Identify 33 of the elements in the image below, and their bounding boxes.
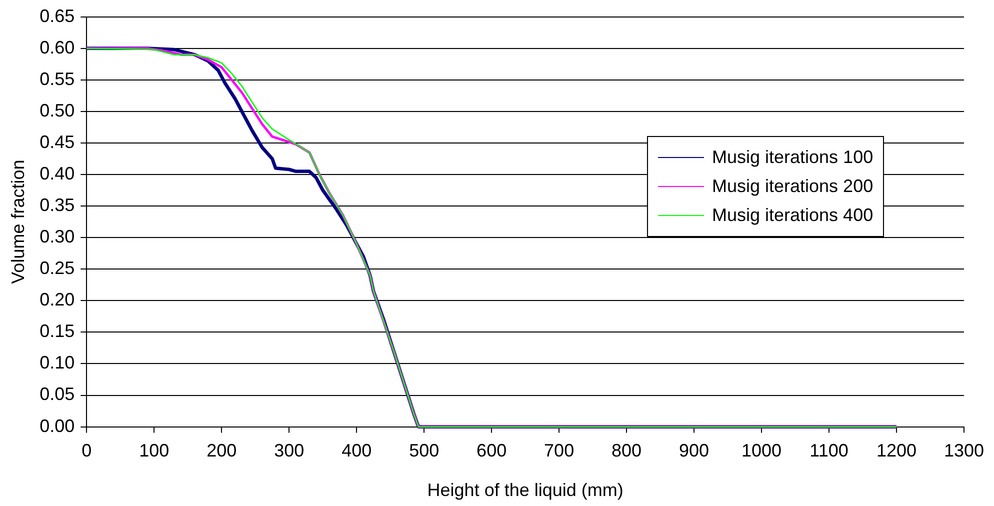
y-axis-title: Volume fraction — [8, 160, 28, 284]
legend-label: Musig iterations 200 — [712, 176, 874, 197]
x-tick-label: 600 — [476, 440, 507, 461]
y-tick-label: 0.30 — [40, 226, 75, 247]
y-tick-label: 0.20 — [40, 290, 75, 310]
legend-label: Musig iterations 100 — [712, 146, 874, 168]
y-tick-label: 0.15 — [40, 321, 75, 342]
y-tick-label: 0.50 — [40, 100, 75, 120]
x-tick-label: 800 — [612, 440, 642, 461]
x-tick-label: 1200 — [876, 440, 917, 461]
y-tick-label: 0.05 — [40, 384, 75, 404]
y-tick-label: 0.55 — [40, 68, 75, 89]
y-tick-label: 0.25 — [40, 258, 75, 278]
y-tick-label: 0.60 — [40, 37, 75, 58]
x-tick-label: 1100 — [810, 440, 848, 461]
y-tick-label: 0.40 — [40, 163, 75, 184]
x-tick-label: 400 — [342, 440, 372, 461]
y-tick-label: 0.10 — [40, 352, 75, 373]
legend-label: Musig iterations 400 — [712, 204, 874, 226]
x-tick-label: 500 — [409, 440, 440, 461]
y-tick-label: 0.65 — [40, 6, 75, 26]
x-tick-label: 1300 — [944, 440, 984, 461]
x-axis-title: Height of the liquid (mm) — [427, 480, 624, 500]
x-tick-label: 300 — [274, 440, 304, 461]
x-tick-label: 100 — [139, 440, 170, 461]
y-tick-label: 0.35 — [40, 195, 75, 215]
y-tick-label: 0.45 — [40, 132, 75, 152]
x-tick-label: 700 — [544, 440, 574, 461]
x-tick-label: 1000 — [742, 440, 782, 461]
x-tick-label: 200 — [206, 440, 237, 461]
y-tick-label: 0.00 — [40, 416, 75, 436]
x-tick-label: 0 — [82, 440, 92, 461]
x-tick-label: 900 — [679, 440, 710, 461]
